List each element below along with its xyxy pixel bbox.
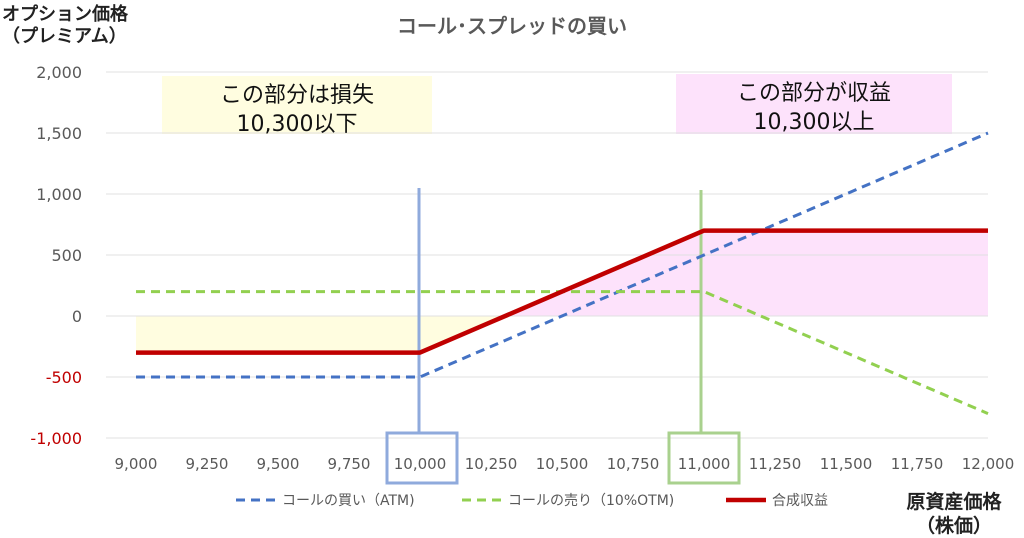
x-tick-label: 9,500 bbox=[257, 455, 300, 473]
loss-annotation-line1: この部分は損失 bbox=[219, 83, 374, 108]
series-lines bbox=[136, 131, 989, 415]
x-tick-label: 10,500 bbox=[536, 455, 589, 473]
series-line bbox=[136, 131, 989, 379]
profit-annotation-line2: 10,300以上 bbox=[753, 110, 875, 135]
y-axis-label-line2: （プレミアム） bbox=[2, 26, 127, 47]
y-tick-label: 1,500 bbox=[36, 124, 82, 143]
chart-title: コール･スプレッドの買い bbox=[397, 14, 627, 38]
y-tick-label: -1,000 bbox=[30, 429, 82, 448]
series-line bbox=[136, 228, 988, 355]
y-tick-label: 500 bbox=[51, 246, 82, 265]
loss-region bbox=[136, 316, 506, 353]
profit-region bbox=[505, 230, 988, 316]
y-tick-label: 1,000 bbox=[36, 185, 82, 204]
x-axis-ticks: 9,000 9,250 9,500 9,750 10,000 10,250 10,500 10… bbox=[115, 455, 1015, 473]
profit-annotation: この部分が収益 10,300以上 bbox=[676, 79, 952, 137]
x-tick-label: 12,000 bbox=[962, 455, 1015, 473]
x-tick-label: 11,750 bbox=[891, 455, 944, 473]
gridlines bbox=[106, 71, 988, 439]
y-axis-label-line1: オプション価格 bbox=[2, 4, 128, 25]
x-tick-label: 11,500 bbox=[820, 455, 873, 473]
legend: コールの買い（ATM) コールの売り（10%OTM) 合成収益 bbox=[236, 493, 828, 509]
loss-annotation-line2: 10,300以下 bbox=[236, 112, 358, 137]
strike-marker-box bbox=[385, 431, 459, 485]
y-axis-ticks: 2,000 1,500 1,000 500 0 -500 -1,000 bbox=[30, 63, 82, 448]
x-tick-label: 9,250 bbox=[186, 455, 229, 473]
x-tick-label: 11,250 bbox=[749, 455, 802, 473]
legend-label: コールの売り（10%OTM) bbox=[508, 493, 674, 509]
x-tick-label: 10,250 bbox=[465, 455, 518, 473]
x-axis-label-line1: 原資産価格 bbox=[906, 491, 1002, 513]
x-tick-label: 9,750 bbox=[328, 455, 371, 473]
x-tick-label: 10,000 bbox=[394, 455, 447, 473]
x-axis-label-line2: （株価） bbox=[915, 515, 992, 537]
legend-label: コールの買い（ATM) bbox=[282, 493, 415, 509]
profit-annotation-line1: この部分が収益 bbox=[736, 81, 891, 106]
shaded-regions bbox=[136, 74, 988, 353]
y-tick-label: 0 bbox=[72, 307, 82, 326]
loss-annotation: この部分は損失 10,300以下 bbox=[162, 81, 432, 139]
loss-annotation-box bbox=[162, 76, 432, 134]
x-tick-label: 10,750 bbox=[607, 455, 660, 473]
strike-marker-box bbox=[667, 431, 741, 485]
legend-label: 合成収益 bbox=[772, 493, 828, 509]
x-tick-label: 11,000 bbox=[678, 455, 731, 473]
y-tick-label: -500 bbox=[46, 368, 82, 387]
x-tick-label: 9,000 bbox=[115, 455, 158, 473]
profit-annotation-box bbox=[676, 74, 952, 134]
y-tick-label: 2,000 bbox=[36, 63, 82, 82]
